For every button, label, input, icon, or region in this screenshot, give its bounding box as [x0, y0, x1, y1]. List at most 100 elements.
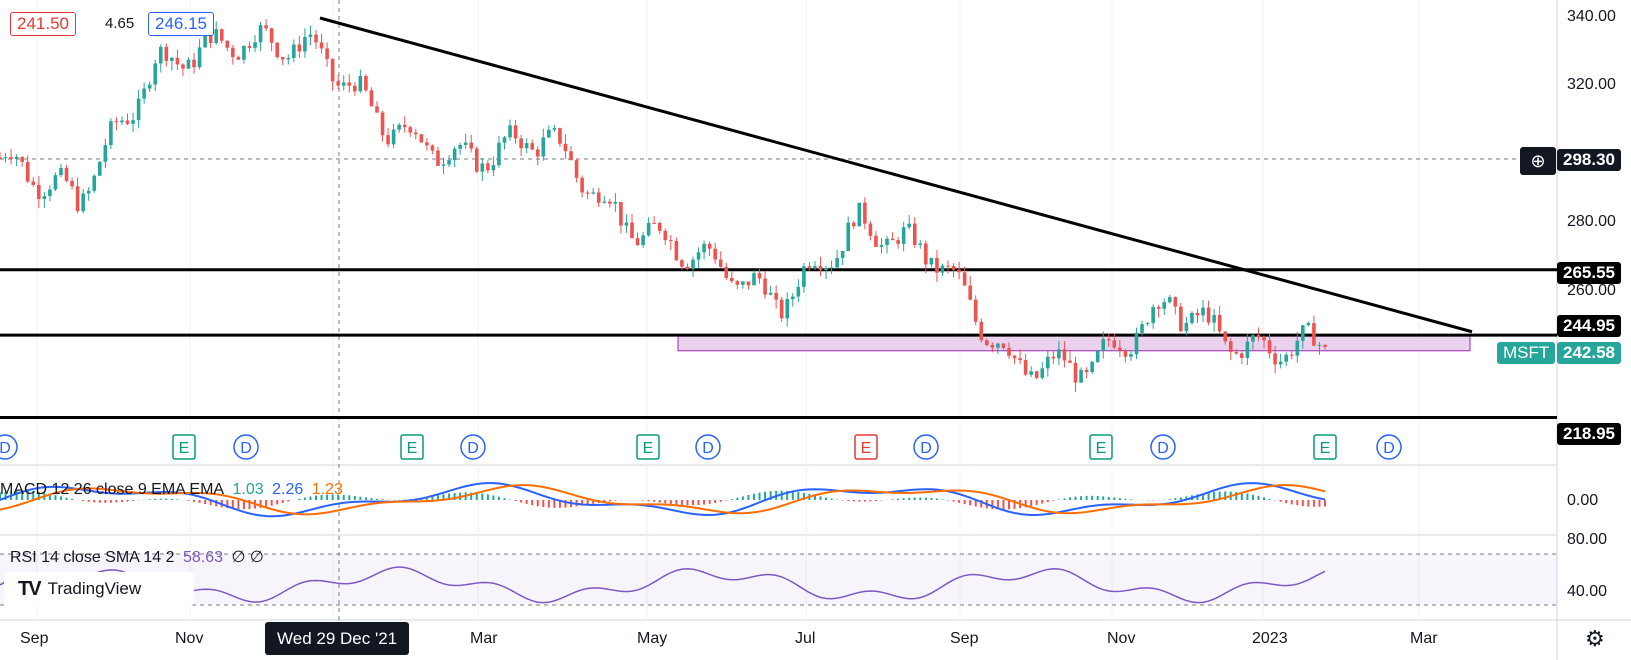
macd-hist-bar: [969, 500, 972, 506]
candle-body: [480, 163, 485, 172]
candle-body: [591, 192, 596, 194]
macd-hist-bar: [813, 495, 816, 500]
candle-body: [103, 145, 108, 162]
macd-label: MACD 12 26 close 9 EMA EMA: [0, 481, 225, 498]
candle-body: [1145, 323, 1150, 325]
macd-hist-bar: [303, 497, 306, 500]
rsi-extra: ∅ ∅: [231, 549, 264, 566]
candle-body: [1079, 369, 1083, 383]
macd-hist-bar: [159, 498, 162, 500]
candle-body: [580, 177, 584, 193]
macd-hist-bar: [1285, 500, 1288, 504]
macd-hist-bar: [497, 496, 500, 500]
candle-body: [724, 266, 729, 278]
macd-hist-bar: [1057, 499, 1060, 500]
rsi-axis-80: 80.00: [1567, 531, 1608, 548]
candle-body: [1323, 344, 1327, 347]
crosshair-add-icon[interactable]: ⊕: [1520, 147, 1556, 175]
candle-body: [729, 277, 734, 282]
macd-hist-bar: [481, 493, 484, 500]
macd-hist-bar: [0, 492, 1, 500]
rsi-legend[interactable]: RSI 14 close SMA 14 2 58.63 ∅ ∅: [10, 547, 268, 567]
macd-hist-bar: [1085, 495, 1088, 500]
candle-body: [563, 143, 568, 152]
macd-hist-bar: [592, 500, 595, 504]
candle-body: [635, 238, 640, 246]
macd-hist-bar: [1207, 492, 1210, 500]
candle-body: [940, 265, 945, 273]
candle-body: [985, 340, 989, 345]
dividend-marker: [0, 434, 18, 460]
macd-hist-bar: [1168, 499, 1171, 500]
tradingview-logo[interactable]: TV TradingView: [4, 572, 194, 606]
macd-hist-bar: [852, 500, 855, 502]
macd-hist-bar: [486, 494, 489, 500]
macd-hist-bar: [1007, 500, 1010, 510]
macd-hist-bar: [298, 498, 301, 500]
candle-body: [402, 124, 407, 128]
candle-body: [109, 121, 113, 146]
macd-hist-bar: [359, 496, 362, 500]
dividend-marker: [1150, 434, 1176, 460]
macd-hist-bar: [614, 500, 617, 501]
candle-body: [874, 235, 878, 247]
macd-hist-bar: [1002, 500, 1005, 510]
macd-hist-bar: [708, 500, 711, 504]
candle-body: [746, 281, 751, 286]
candle-body: [158, 46, 163, 64]
candle-body: [707, 243, 712, 249]
earnings-marker-label: E: [407, 440, 418, 457]
bid-price-box[interactable]: 241.50: [10, 12, 76, 36]
candle-body: [1123, 350, 1128, 357]
candle-body: [1140, 324, 1144, 333]
macd-hist-bar: [747, 494, 750, 500]
candle-body: [170, 57, 174, 61]
macd-legend[interactable]: MACD 12 26 close 9 EMA EMA 1.03 2.26 1.2…: [0, 481, 347, 499]
candle-body: [219, 29, 224, 41]
candle-body: [646, 222, 651, 236]
macd-hist-bar: [370, 498, 373, 500]
candle-body: [1112, 340, 1117, 348]
macd-hist-bar: [104, 500, 107, 503]
time-label-sep2: Sep: [950, 630, 979, 647]
candle-body: [519, 138, 523, 149]
candle-body: [996, 343, 1000, 348]
candle-body: [1245, 341, 1250, 358]
macd-hist-bar: [730, 499, 733, 500]
macd-hist-bar: [725, 500, 728, 501]
candle-body: [1095, 351, 1100, 362]
dividend-marker: [695, 434, 721, 460]
macd-hist-bar: [1251, 494, 1254, 500]
candle-body: [441, 164, 446, 166]
candle-body: [547, 129, 551, 138]
candle-body: [14, 156, 19, 159]
settings-gear-icon[interactable]: ⚙: [1585, 626, 1605, 651]
macd-hist-bar: [547, 500, 550, 508]
candle-body: [691, 259, 695, 270]
candle-body: [829, 267, 834, 269]
macd-hist-bar: [1213, 492, 1216, 500]
macd-hist-bar: [320, 494, 323, 500]
symbol-name-tag[interactable]: MSFT: [1497, 342, 1556, 364]
candle-body: [375, 106, 379, 113]
candle-body: [558, 128, 562, 144]
candle-body: [341, 82, 346, 86]
dividend-marker-label: D: [920, 440, 932, 457]
macd-hist-bar: [736, 497, 739, 500]
candle-body: [619, 202, 623, 226]
candle-body: [868, 223, 873, 236]
candle-body: [258, 25, 263, 43]
candle-body: [613, 202, 618, 204]
macd-hist-bar: [780, 490, 783, 500]
macd-hist-bar: [991, 500, 994, 510]
macd-hist-bar: [586, 500, 589, 505]
candle-body: [685, 266, 690, 270]
macd-hist-bar: [132, 500, 135, 501]
candle-body: [1118, 347, 1122, 351]
candle-body: [968, 285, 972, 300]
price-tick-260: 260.00: [1567, 282, 1616, 299]
macd-hist-bar: [719, 500, 722, 502]
ask-price-box[interactable]: 246.15: [148, 12, 214, 36]
candle-body: [851, 222, 856, 227]
